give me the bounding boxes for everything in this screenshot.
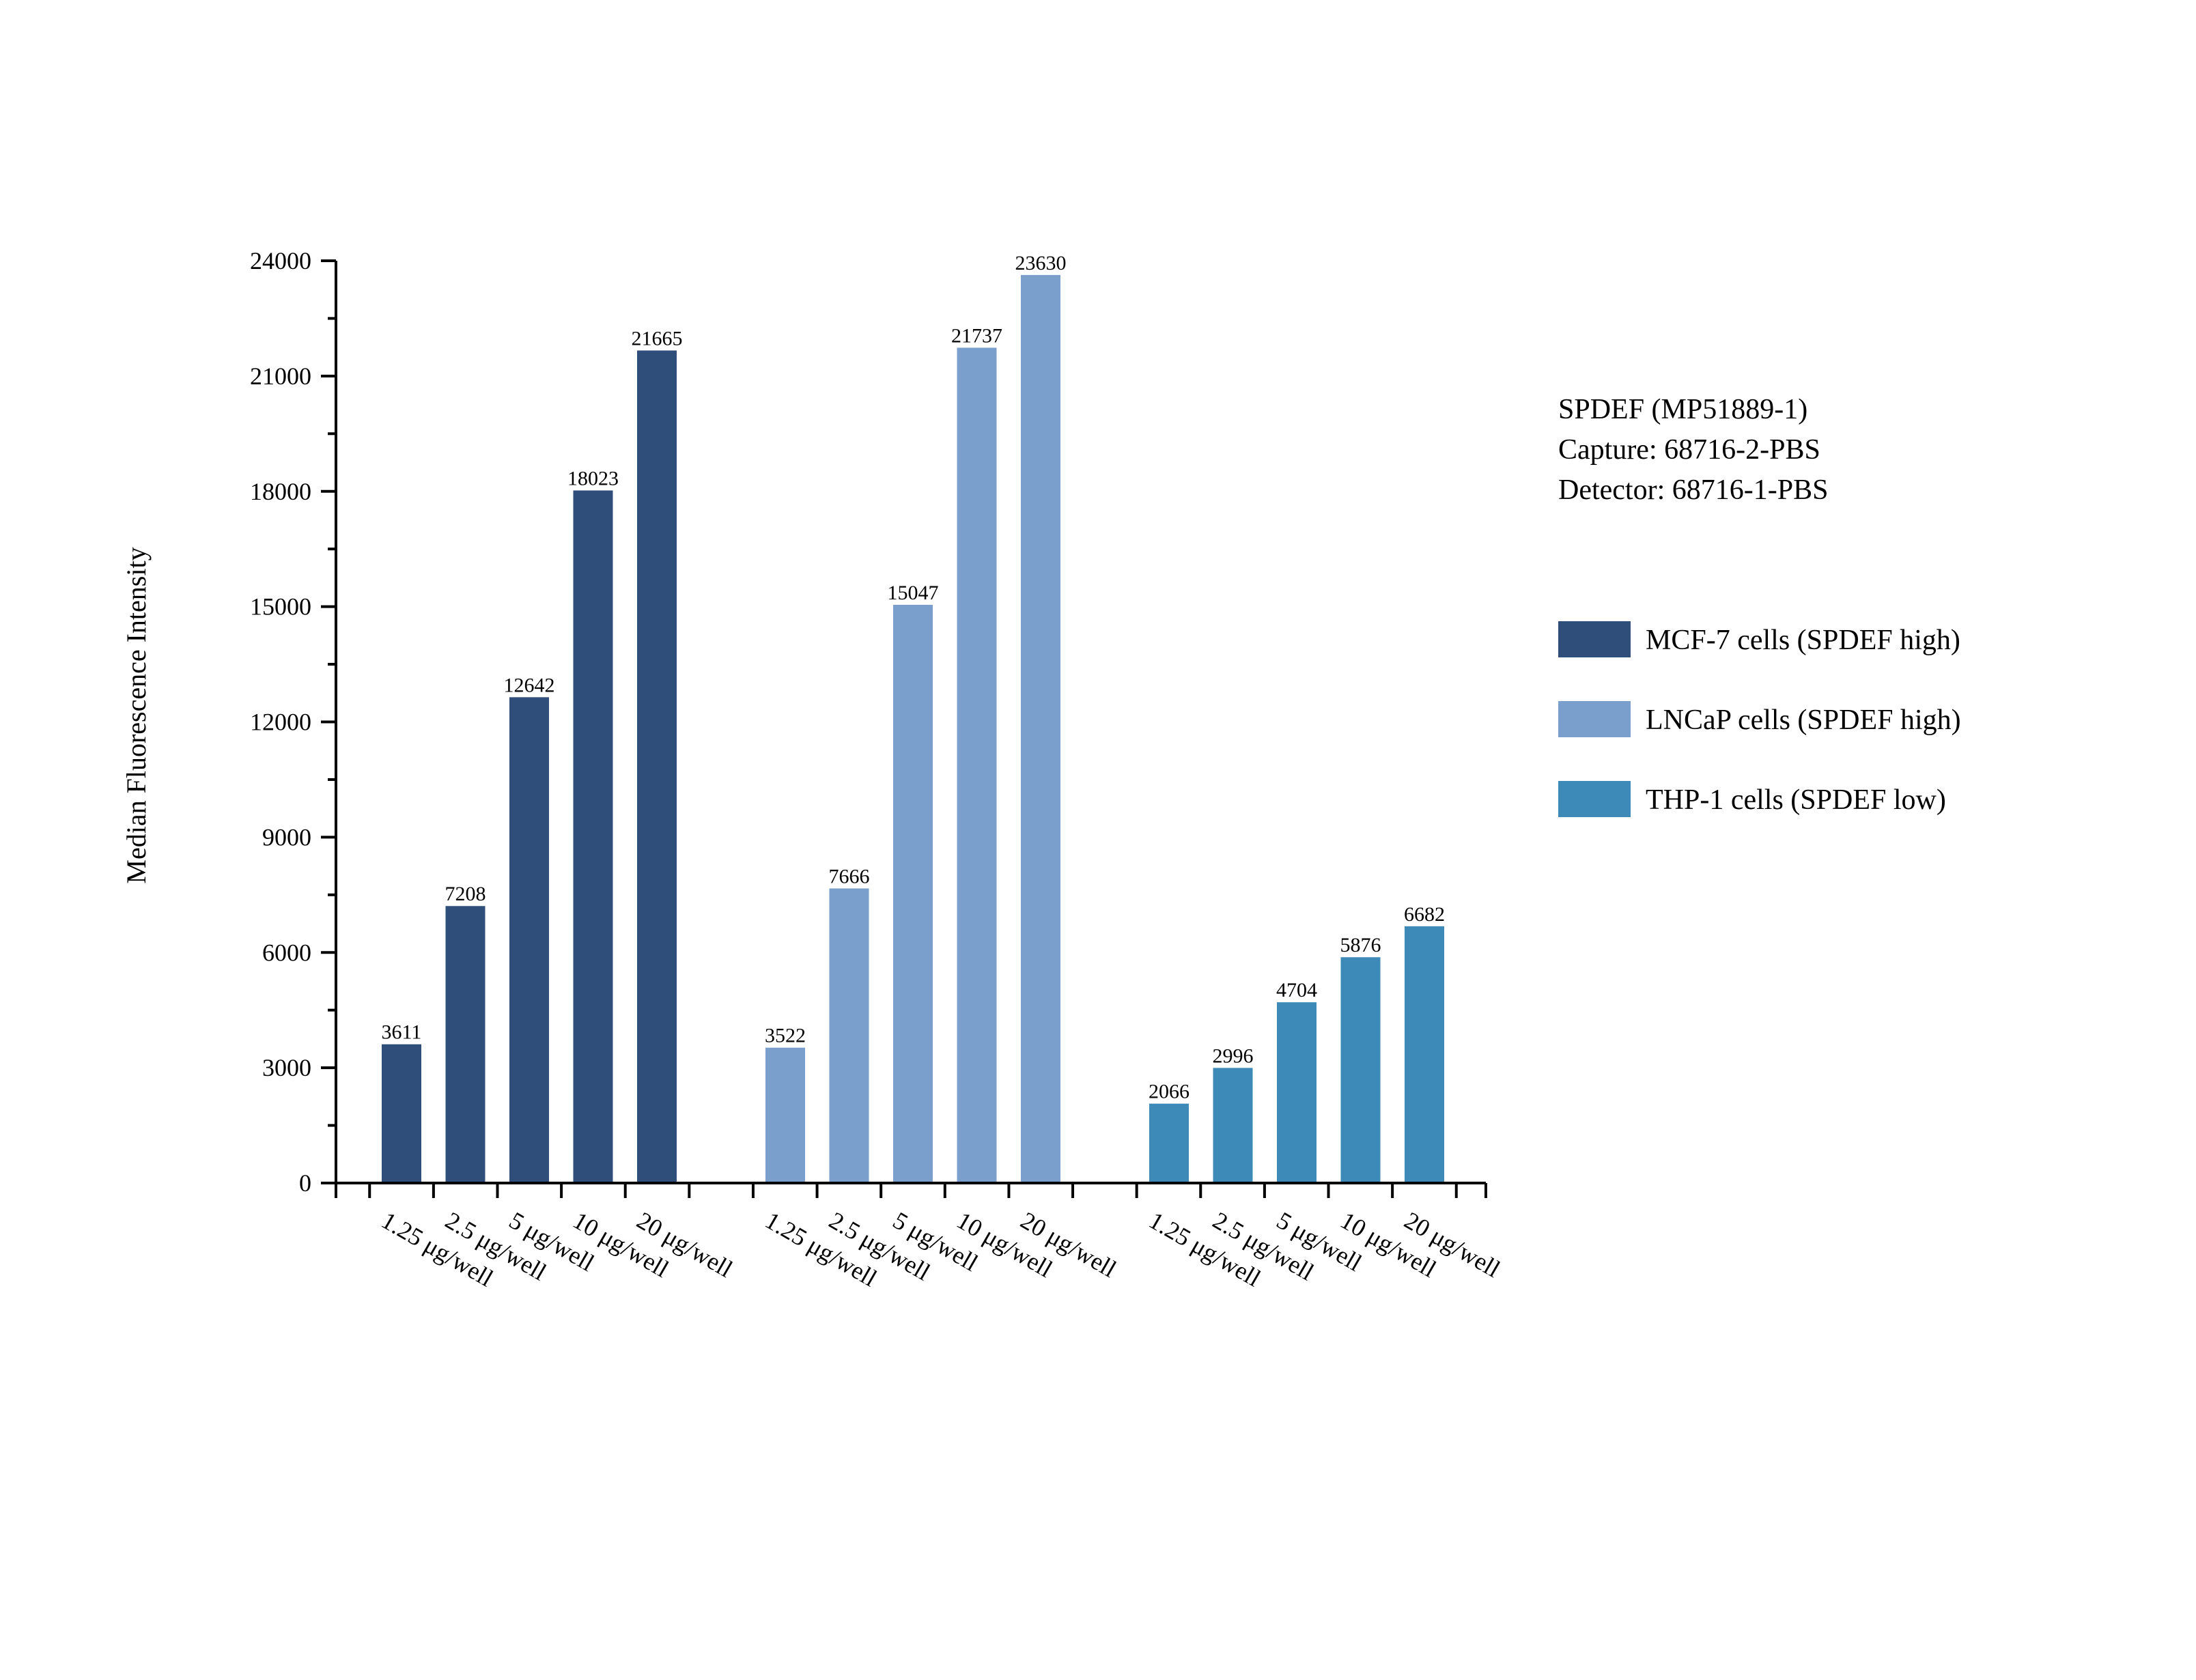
y-tick-label: 12000 — [250, 709, 311, 736]
bar — [765, 1047, 805, 1183]
bar-value-label: 6682 — [1404, 903, 1445, 926]
y-tick-label: 0 — [299, 1169, 311, 1197]
annotation-line-capture: Capture: 68716-2-PBS — [1558, 434, 1820, 466]
legend-swatch — [1558, 781, 1631, 817]
bar — [957, 347, 997, 1183]
bar — [893, 604, 933, 1183]
bar-value-label: 2066 — [1149, 1081, 1190, 1103]
bar — [382, 1044, 421, 1183]
bar-value-label: 7666 — [829, 865, 870, 887]
y-tick-label: 21000 — [250, 362, 311, 390]
bar-value-label: 21665 — [632, 327, 683, 350]
bar-value-label: 4704 — [1276, 979, 1317, 1001]
legend-label: LNCaP cells (SPDEF high) — [1646, 704, 1961, 736]
x-axis-ticks — [335, 1183, 1487, 1198]
bar — [1021, 274, 1060, 1184]
bar — [1277, 1002, 1317, 1183]
bar-value-label: 2996 — [1213, 1044, 1254, 1067]
annotation-line-antibody: SPDEF (MP51889-1) — [1558, 394, 1807, 425]
bar-value-label: 18023 — [567, 467, 619, 489]
bar-value-label: 23630 — [1015, 252, 1067, 274]
legend: MCF-7 cells (SPDEF high) LNCaP cells (SPD… — [1558, 621, 1961, 817]
legend-swatch — [1558, 621, 1631, 657]
y-tick-label: 18000 — [250, 478, 311, 505]
bar — [573, 490, 613, 1183]
legend-label: MCF-7 cells (SPDEF high) — [1646, 625, 1960, 656]
annotation-line-detector: Detector: 68716-1-PBS — [1558, 474, 1828, 506]
legend-swatch — [1558, 701, 1631, 737]
bar — [1149, 1103, 1189, 1183]
bar — [637, 350, 677, 1183]
chart-annotation: SPDEF (MP51889-1) Capture: 68716-2-PBS D… — [1558, 394, 1828, 506]
data-labels: 3611 7208 12642 18023 21665 3522 7666 15047 2173… — [382, 252, 1445, 1103]
y-tick-label: 3000 — [262, 1054, 311, 1081]
bar — [829, 888, 869, 1183]
bar — [1405, 926, 1444, 1183]
bar — [1213, 1068, 1253, 1183]
y-tick-label: 24000 — [250, 247, 311, 274]
bar-value-label: 3611 — [382, 1021, 422, 1044]
bars — [382, 274, 1444, 1184]
bar-value-label: 5876 — [1340, 934, 1381, 956]
legend-label: THP-1 cells (SPDEF low) — [1646, 784, 1946, 816]
bar — [445, 906, 485, 1183]
bar-value-label: 7208 — [445, 883, 486, 905]
bar-value-label: 12642 — [504, 674, 555, 696]
bar — [509, 697, 549, 1183]
bar-value-label: 15047 — [888, 582, 939, 604]
y-axis-ticks: 0 3000 6000 9000 12000 15000 18000 21000 24000 — [250, 247, 336, 1197]
y-tick-label: 15000 — [250, 593, 311, 621]
bar-value-label: 21737 — [951, 324, 1002, 347]
y-axis-label: Median Fluorescence Intensity — [121, 547, 152, 883]
bar — [1340, 957, 1381, 1183]
bar-value-label: 3522 — [765, 1025, 806, 1047]
y-tick-label: 9000 — [262, 823, 311, 851]
y-tick-label: 6000 — [262, 939, 311, 966]
